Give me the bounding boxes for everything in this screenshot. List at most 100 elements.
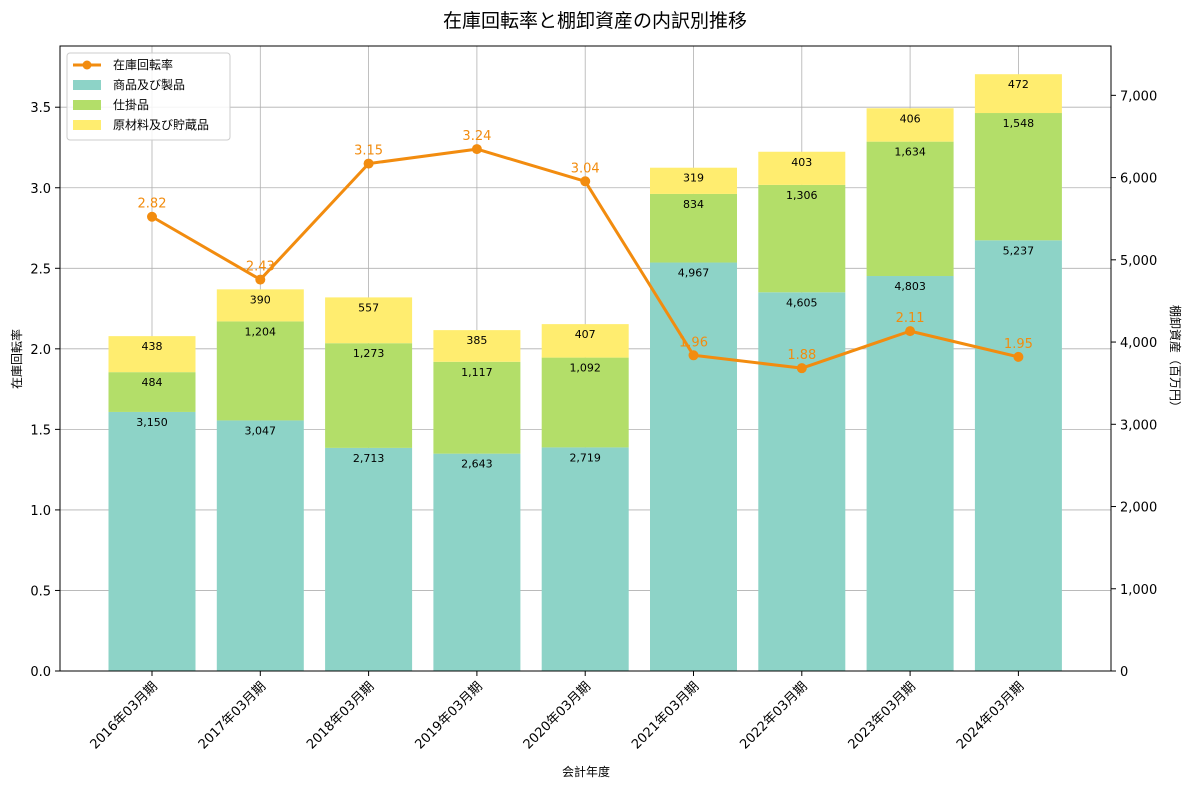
x-tick-label: 2020年03月期	[521, 679, 594, 752]
y-left-tick-label: 0.5	[30, 584, 51, 599]
bar-segment	[108, 372, 196, 412]
y-left-tick-label: 3.0	[30, 182, 51, 197]
bar-value-label: 4,967	[678, 267, 710, 280]
bar-value-label: 5,237	[1003, 244, 1035, 257]
y-right-tick-label: 6,000	[1120, 172, 1157, 187]
legend-bar-swatch	[73, 100, 101, 110]
x-tick-label: 2019年03月期	[412, 679, 485, 752]
turnover-value-label: 3.04	[571, 161, 600, 176]
line-layer: 2.82 2.43 3.15 3.24 3.04 1.96 1.88 2.11 1.95	[138, 129, 1033, 374]
x-tick-label: 2018年03月期	[304, 679, 377, 752]
bar-value-label: 319	[683, 172, 704, 185]
bar-value-label: 2,719	[569, 451, 601, 464]
legend-label: 在庫回転率	[113, 57, 173, 72]
bar-value-label: 2,643	[461, 458, 493, 471]
bar-value-label: 1,117	[461, 366, 493, 379]
y-left-tick-label: 2.0	[30, 343, 51, 358]
bar-value-label: 1,634	[894, 146, 926, 159]
bar-value-label: 390	[250, 293, 271, 306]
x-tick-label: 2021年03月期	[629, 679, 702, 752]
bar-value-label: 472	[1008, 78, 1029, 91]
turnover-value-label: 1.88	[787, 348, 816, 363]
legend-marker	[82, 60, 92, 70]
turnover-point	[255, 274, 266, 285]
bar-segment	[650, 262, 737, 671]
bar-segment	[541, 447, 629, 671]
bar-value-label: 3,047	[245, 424, 277, 437]
bar-label-layer: 3,150 3,047 2,713 2,643 2,719 4,967 4,605 4,803…	[136, 78, 1034, 470]
bar-segment	[541, 324, 629, 358]
bar-segment	[866, 141, 954, 277]
legend-label: 原材料及び貯蔵品	[113, 118, 209, 132]
bar-segment	[108, 411, 196, 671]
turnover-value-label: 1.96	[679, 335, 708, 350]
y-right-tick-label: 0	[1120, 665, 1128, 680]
legend-bar-swatch	[73, 120, 101, 130]
y-right-tick-label: 5,000	[1120, 254, 1157, 269]
bar-value-label: 1,548	[1003, 117, 1035, 130]
y-right-tick-label: 1,000	[1120, 583, 1157, 598]
bar-segment	[108, 336, 196, 373]
bar-segment	[433, 330, 521, 362]
turnover-point	[1013, 351, 1024, 362]
bar-value-label: 403	[791, 156, 812, 169]
bar-segment	[216, 289, 304, 322]
x-tick-label: 2024年03月期	[954, 679, 1027, 752]
bar-value-label: 557	[358, 301, 379, 314]
x-tick-label: 2016年03月期	[88, 679, 161, 752]
y-axis-left-title: 在庫回転率	[9, 329, 24, 389]
y-right-tick-label: 4,000	[1120, 336, 1157, 351]
bar-segment	[758, 151, 846, 185]
bar-segment	[433, 361, 521, 454]
legend-bar-swatch	[73, 80, 101, 90]
x-tick-label: 2017年03月期	[196, 679, 269, 752]
turnover-point	[688, 350, 699, 361]
turnover-point	[471, 144, 482, 155]
y-right-tick-label: 3,000	[1120, 418, 1157, 433]
bar-segment	[325, 343, 413, 448]
x-tick-label: 2023年03月期	[846, 679, 919, 752]
bar-segment	[974, 113, 1062, 241]
turnover-point	[905, 326, 916, 337]
bar-value-label: 438	[142, 340, 163, 353]
bar-value-label: 1,092	[569, 362, 601, 375]
bar-value-label: 1,204	[245, 325, 277, 338]
bar-segment	[650, 167, 737, 194]
y-right-tick-label: 2,000	[1120, 501, 1157, 516]
bar-value-label: 484	[142, 376, 163, 389]
bar-value-label: 407	[575, 328, 596, 341]
turnover-point	[796, 363, 807, 374]
turnover-point	[580, 176, 591, 187]
bar-value-label: 385	[466, 334, 487, 347]
legend-box	[66, 52, 231, 141]
bar-segment	[216, 420, 304, 671]
bar-value-label: 3,150	[136, 416, 168, 429]
bar-segment	[541, 357, 629, 448]
turnover-point	[363, 158, 374, 169]
bar-segment	[758, 292, 846, 671]
bar-value-label: 2,713	[353, 452, 385, 465]
y-right-tick-label: 7,000	[1120, 89, 1157, 104]
bar-value-label: 834	[683, 198, 704, 211]
bar-value-label: 1,273	[353, 347, 385, 360]
bar-segment	[433, 453, 521, 671]
bar-value-label: 1,306	[786, 189, 818, 202]
legend-label: 仕掛品	[113, 97, 149, 112]
y-left-tick-label: 2.5	[30, 262, 51, 277]
chart-title: 在庫回転率と棚卸資産の内訳別推移	[443, 10, 747, 32]
turnover-value-label: 3.15	[354, 144, 383, 159]
bar-segment	[758, 184, 846, 293]
turnover-value-label: 1.95	[1004, 337, 1033, 352]
turnover-point	[147, 211, 157, 222]
y-axis-right-title: 棚卸資産（百万円）	[1168, 305, 1183, 413]
y-left-tick-label: 0.0	[30, 665, 51, 680]
turnover-value-label: 2.82	[138, 197, 167, 212]
legend-label: 商品及び製品	[113, 77, 185, 92]
bar-layer	[108, 74, 1062, 671]
bar-segment	[974, 74, 1062, 114]
bar-segment	[216, 321, 304, 421]
y-left-tick-label: 3.5	[30, 101, 51, 116]
